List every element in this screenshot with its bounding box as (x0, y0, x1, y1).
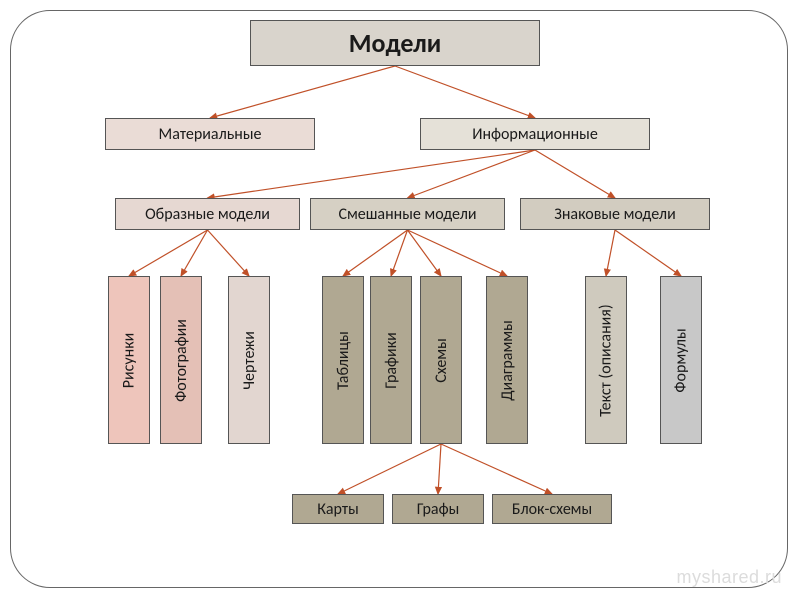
node-photos: Фотографии (160, 276, 202, 444)
node-mixed: Смешанные модели (310, 198, 505, 230)
node-graphs: Графики (370, 276, 412, 444)
node-tables: Таблицы (322, 276, 364, 444)
watermark: myshared.ru (676, 567, 782, 588)
node-blueprints: Чертежи (228, 276, 270, 444)
node-drawings: Рисунки (108, 276, 150, 444)
node-graphs2: Графы (392, 494, 484, 524)
node-flowcharts: Блок-схемы (492, 494, 612, 524)
node-diagrams: Диаграммы (486, 276, 528, 444)
node-root: Модели (250, 20, 540, 66)
node-figurative: Образные модели (115, 198, 300, 230)
node-formulas: Формулы (660, 276, 702, 444)
node-symbolic: Знаковые модели (520, 198, 710, 230)
node-info: Информационные (420, 118, 650, 150)
node-schemes: Схемы (420, 276, 462, 444)
node-text: Текст (описания) (585, 276, 627, 444)
node-material: Материальные (105, 118, 315, 150)
node-maps: Карты (292, 494, 384, 524)
